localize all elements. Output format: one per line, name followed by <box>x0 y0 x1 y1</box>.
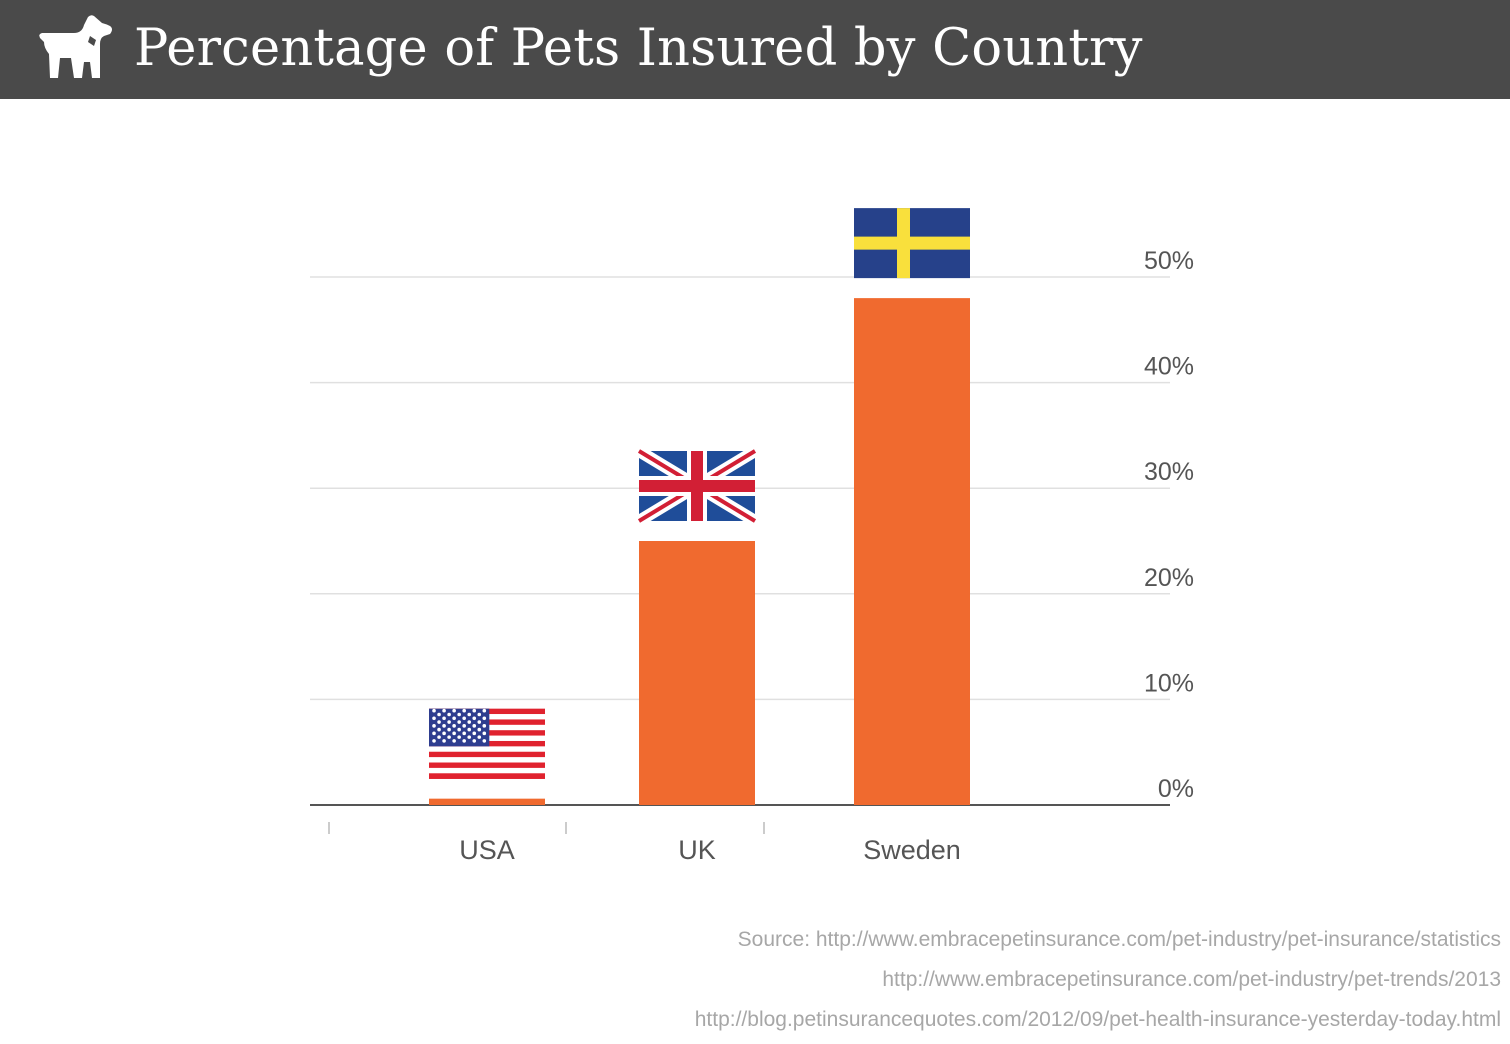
bar-usa <box>429 798 545 805</box>
header-bar: Percentage of Pets Insured by Country <box>0 0 1510 99</box>
page-title: Percentage of Pets Insured by Country <box>134 19 1143 78</box>
x-tick-label: Sweden <box>863 835 961 865</box>
us-flag-icon <box>429 708 545 779</box>
source-line-3: http://blog.petinsurancequotes.com/2012/… <box>694 1008 1501 1031</box>
x-tick-label: USA <box>459 835 515 865</box>
y-tick-label: 50% <box>1144 247 1194 275</box>
x-tick-label: UK <box>678 835 716 865</box>
bars <box>429 298 970 805</box>
uk-flag-icon <box>635 445 759 527</box>
y-tick-label: 40% <box>1144 353 1194 381</box>
x-tick-labels: USA UK Sweden <box>459 835 961 865</box>
sweden-flag-icon <box>854 208 970 279</box>
bar-sweden <box>854 298 970 805</box>
bar-uk <box>639 541 755 805</box>
y-tick-label: 20% <box>1144 564 1194 592</box>
y-tick-labels: 0% 10% 20% 30% 40% 50% <box>1144 247 1194 803</box>
y-tick-label: 30% <box>1144 458 1194 486</box>
source-line-2: http://www.embracepetinsurance.com/pet-i… <box>882 968 1501 991</box>
dog-icon <box>39 15 113 78</box>
source-line-1: Source: http://www.embracepetinsurance.c… <box>737 928 1501 951</box>
y-tick-label: 0% <box>1158 775 1194 803</box>
y-tick-label: 10% <box>1144 669 1194 697</box>
flags <box>429 208 970 779</box>
